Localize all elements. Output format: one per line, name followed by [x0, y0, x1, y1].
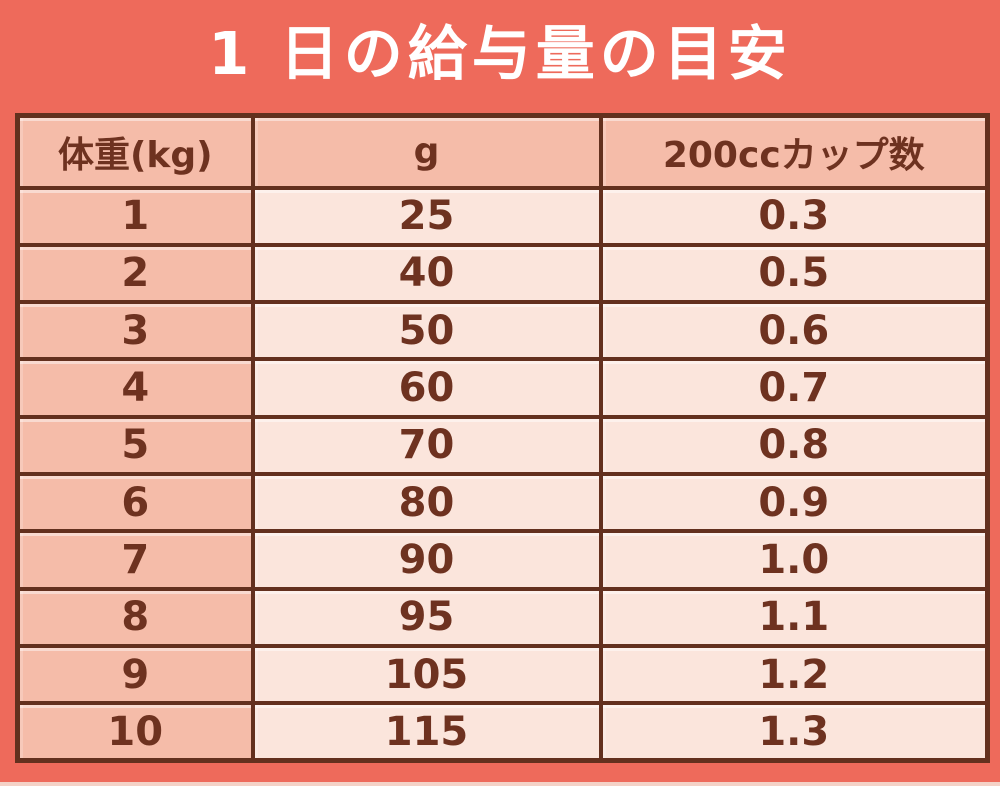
grams-cell: 50 — [250, 300, 603, 362]
cups-cell: 1.3 — [598, 701, 990, 763]
table-row: 7 90 1.0 — [15, 529, 990, 591]
cups-cell: 1.1 — [598, 586, 990, 648]
cups-cell: 0.3 — [598, 185, 990, 247]
table-row: 1 25 0.3 — [15, 185, 990, 247]
table-row: 9 105 1.2 — [15, 643, 990, 706]
page-title: 1 日の給与量の目安 — [208, 19, 792, 88]
weight-cell: 2 — [15, 242, 255, 305]
cups-cell: 1.0 — [598, 529, 990, 591]
header-row: 体重(kg) g 200ccカップ数 — [15, 113, 990, 190]
grams-cell: 25 — [250, 185, 603, 247]
grams-cell: 70 — [250, 414, 603, 476]
grams-cell: 95 — [250, 586, 603, 648]
grams-cell: 60 — [250, 357, 603, 419]
grams-cell: 115 — [250, 701, 603, 763]
table-row: 2 40 0.5 — [15, 242, 990, 305]
table-row: 10 115 1.3 — [15, 701, 990, 763]
col-header-weight: 体重(kg) — [15, 113, 255, 190]
cups-cell: 0.7 — [598, 357, 990, 419]
table-header: 体重(kg) g 200ccカップ数 — [15, 113, 990, 190]
table-body: 1 25 0.3 2 40 0.5 3 50 0.6 4 60 0.7 5 70… — [15, 185, 990, 763]
grams-cell: 40 — [250, 242, 603, 305]
bottom-edge-strip — [0, 782, 1000, 786]
table-row: 5 70 0.8 — [15, 414, 990, 476]
cups-cell: 0.6 — [598, 300, 990, 362]
weight-cell: 7 — [15, 529, 255, 591]
cups-cell: 0.8 — [598, 414, 990, 476]
grams-cell: 105 — [250, 643, 603, 706]
weight-cell: 4 — [15, 357, 255, 419]
feeding-guide-table: 体重(kg) g 200ccカップ数 1 25 0.3 2 40 0.5 3 5… — [15, 113, 990, 763]
weight-cell: 6 — [15, 471, 255, 534]
cups-cell: 0.9 — [598, 471, 990, 534]
table-row: 6 80 0.9 — [15, 471, 990, 534]
cups-cell: 0.5 — [598, 242, 990, 305]
weight-cell: 1 — [15, 185, 255, 247]
weight-cell: 9 — [15, 643, 255, 706]
weight-cell: 8 — [15, 586, 255, 648]
weight-cell: 3 — [15, 300, 255, 362]
grams-cell: 90 — [250, 529, 603, 591]
cups-cell: 1.2 — [598, 643, 990, 706]
grams-cell: 80 — [250, 471, 603, 534]
col-header-grams: g — [250, 113, 603, 190]
weight-cell: 10 — [15, 701, 255, 763]
table-row: 4 60 0.7 — [15, 357, 990, 419]
weight-cell: 5 — [15, 414, 255, 476]
table-row: 3 50 0.6 — [15, 300, 990, 362]
col-header-cups: 200ccカップ数 — [598, 113, 990, 190]
table-row: 8 95 1.1 — [15, 586, 990, 648]
